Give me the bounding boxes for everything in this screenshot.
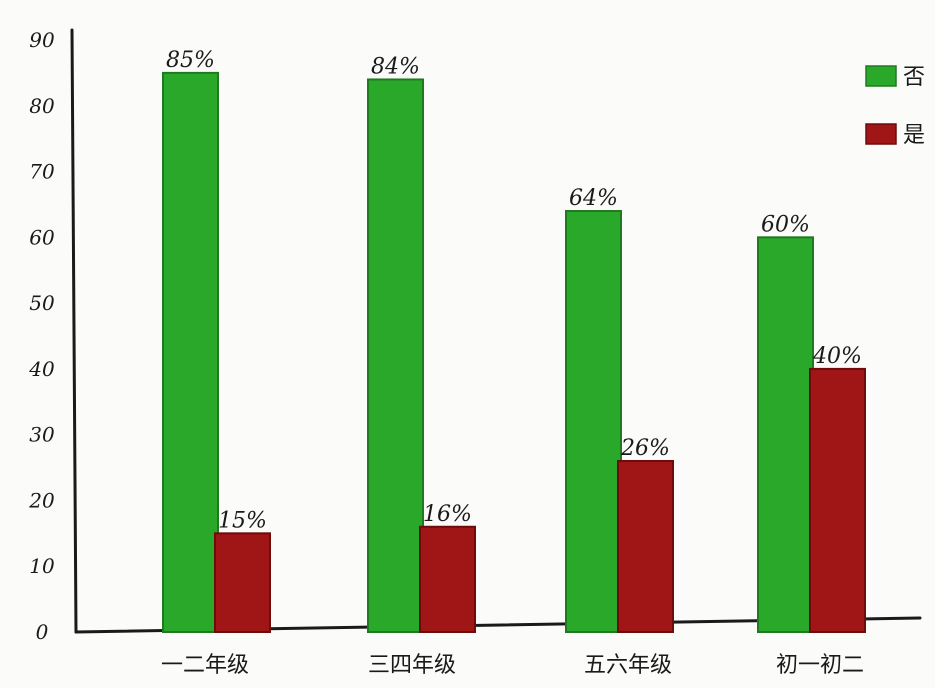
data-labels: 85% 15% 84% 16% 64% 26% 60% 40% xyxy=(166,48,862,533)
legend: 否是 xyxy=(865,65,925,148)
bar xyxy=(214,532,271,633)
y-tick-label: 0 xyxy=(36,620,49,644)
bar xyxy=(757,236,814,633)
data-label: 85% xyxy=(166,48,215,73)
bar xyxy=(162,71,219,633)
y-tick-labels: 0 10 20 30 40 50 60 70 80 90 xyxy=(28,28,55,644)
y-tick-label: 80 xyxy=(29,94,55,118)
data-label: 64% xyxy=(569,186,618,211)
category-label: 三四年级 xyxy=(368,653,456,678)
data-label: 16% xyxy=(423,502,472,527)
y-axis-line xyxy=(70,28,78,634)
y-tick-label: 40 xyxy=(28,357,55,381)
y-tick-label: 90 xyxy=(29,28,55,52)
category-labels: 一二年级 三四年级 五六年级 初一初二 xyxy=(161,653,864,678)
y-tick-label: 30 xyxy=(29,423,55,447)
legend-label: 是 xyxy=(903,123,925,148)
legend-swatch xyxy=(865,123,897,145)
bar xyxy=(617,459,674,633)
y-tick-label: 60 xyxy=(29,225,55,249)
data-label: 60% xyxy=(761,212,810,237)
data-label: 40% xyxy=(812,344,862,369)
category-label: 初一初二 xyxy=(776,653,864,678)
bar xyxy=(367,78,424,633)
y-tick-label: 20 xyxy=(28,488,55,512)
data-label: 15% xyxy=(218,508,267,533)
bar xyxy=(419,525,476,633)
bars xyxy=(162,71,866,633)
legend-swatch xyxy=(865,65,897,87)
category-label: 一二年级 xyxy=(161,653,249,678)
y-tick-label: 70 xyxy=(29,160,55,184)
legend-label: 否 xyxy=(903,65,925,90)
data-label: 26% xyxy=(620,436,670,461)
data-label: 84% xyxy=(371,54,420,79)
y-tick-label: 10 xyxy=(29,554,55,578)
y-tick-label: 50 xyxy=(29,291,55,315)
bar xyxy=(809,367,866,633)
category-label: 五六年级 xyxy=(584,653,672,678)
bar xyxy=(565,210,622,633)
